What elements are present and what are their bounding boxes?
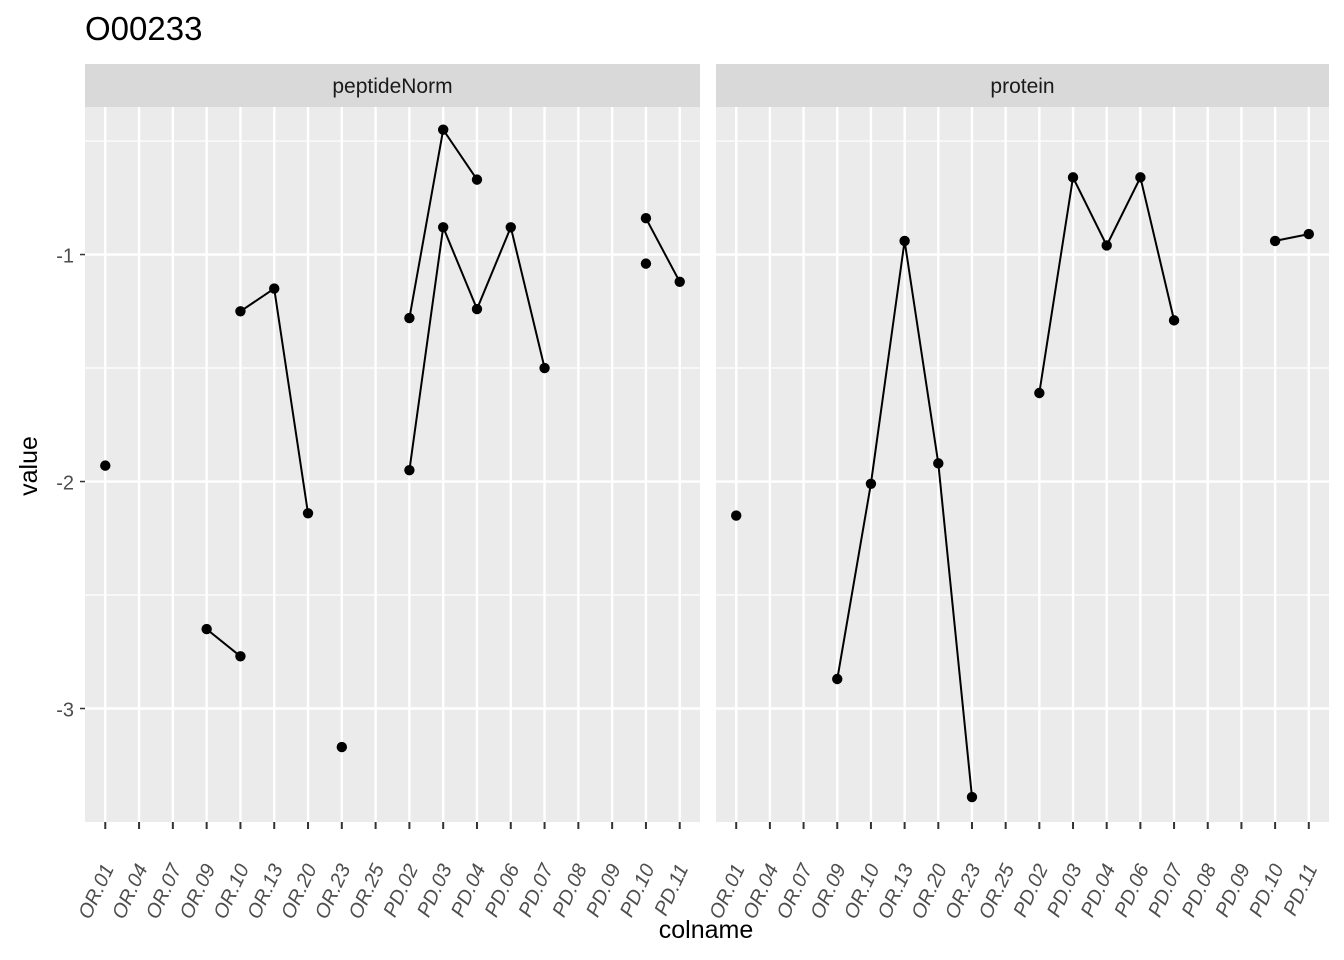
- data-point: [404, 312, 415, 324]
- data-point: [1168, 315, 1180, 326]
- y-tick-label: -1: [56, 246, 74, 268]
- series-line: [645, 217, 681, 283]
- data-point: [201, 623, 212, 635]
- data-point: [1135, 172, 1146, 183]
- y-tick-label: -2: [56, 473, 74, 495]
- data-point: [539, 362, 550, 374]
- data-point: [674, 276, 685, 287]
- data-point: [832, 673, 843, 685]
- data-point: [100, 460, 111, 471]
- data-point: [899, 235, 910, 247]
- data-point: [640, 258, 652, 269]
- data-point: [302, 508, 314, 519]
- facet-strip-label: peptideNorm: [332, 75, 452, 98]
- data-point: [437, 222, 449, 233]
- data-point: [235, 306, 246, 317]
- data-point: [1101, 240, 1112, 251]
- data-point: [731, 510, 742, 521]
- series-line: [1274, 233, 1309, 242]
- data-point: [1034, 387, 1045, 399]
- data-point: [1067, 172, 1079, 183]
- data-point: [404, 464, 415, 476]
- x-axis-label: colname: [659, 916, 754, 944]
- panel-background: [716, 107, 1329, 822]
- data-point: [505, 222, 516, 233]
- data-point: [269, 283, 280, 294]
- chart-title: O00233: [85, 10, 202, 47]
- data-point: [865, 478, 877, 489]
- panel-background: [85, 107, 700, 822]
- panels: -3 -2 -1peptideNormOR.01OR.04OR.07OR.09OR.…: [56, 64, 1329, 923]
- data-point: [471, 174, 483, 185]
- panel-peptideNorm: peptideNormOR.01OR.04OR.07OR.09OR.10OR.1…: [74, 64, 700, 923]
- facet-strip-label: protein: [990, 75, 1054, 98]
- y-axis-label: value: [15, 436, 43, 496]
- data-point: [1269, 235, 1281, 247]
- data-point: [437, 124, 449, 135]
- data-point: [235, 651, 246, 662]
- data-point: [471, 303, 483, 315]
- series-line: [205, 628, 242, 658]
- data-point: [933, 458, 944, 469]
- data-point: [966, 791, 978, 803]
- facet-strip: [85, 64, 700, 107]
- data-point: [1303, 228, 1314, 240]
- facet-strip: [716, 64, 1329, 107]
- data-point: [640, 213, 652, 224]
- y-tick-label: -3: [56, 700, 74, 722]
- panel-protein: proteinOR.01OR.04OR.07OR.09OR.10OR.13OR.…: [705, 64, 1329, 923]
- data-point: [336, 741, 348, 753]
